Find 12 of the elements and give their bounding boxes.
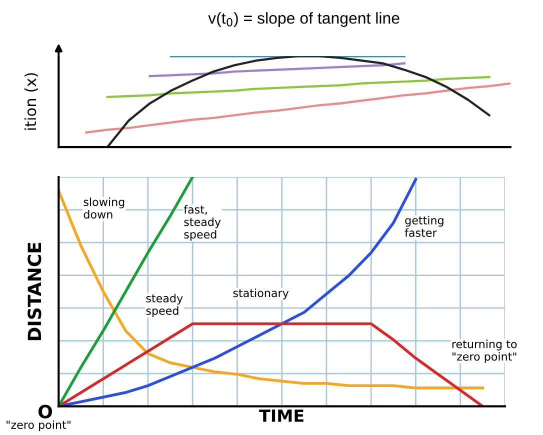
x-axis-title: TIME: [259, 410, 304, 422]
chart-title: v(t$_{0}$) = slope of tangent line: [208, 12, 400, 27]
annotation: stationary: [233, 288, 289, 300]
text: O: [38, 404, 52, 418]
y-axis-title: DISTANCE: [28, 242, 42, 340]
text: "zero point": [6, 420, 70, 432]
annotation: getting faster: [404, 216, 444, 237]
annotation: returning to "zero point": [452, 340, 517, 363]
annotation: slowing down: [84, 198, 124, 219]
y-axis-title: ition (x): [24, 73, 38, 130]
annotation: fast, steady speed: [184, 205, 221, 241]
annotation: steady speed: [146, 294, 183, 318]
